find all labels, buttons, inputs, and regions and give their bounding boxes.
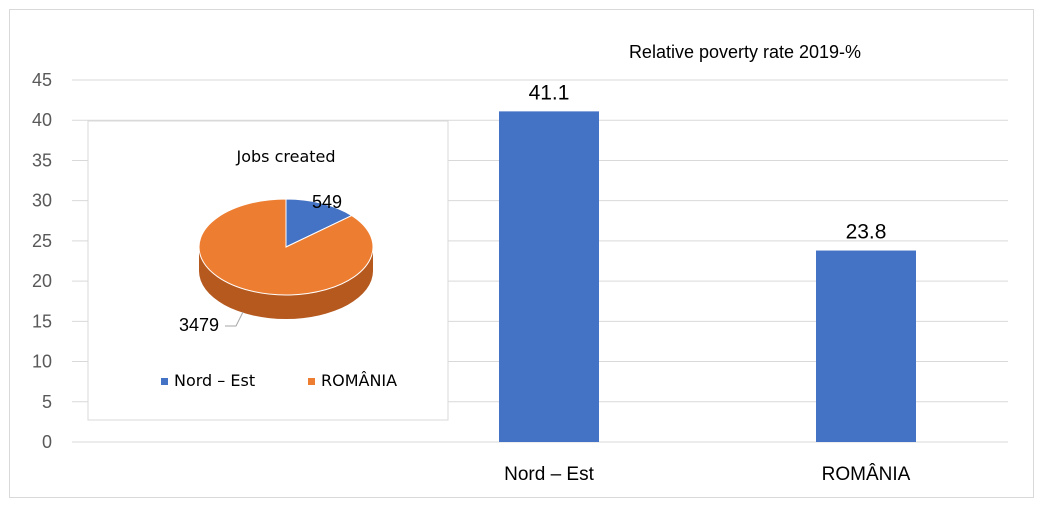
legend-swatch [161,378,168,385]
y-tick-label: 30 [32,191,52,211]
pie-data-label: 3479 [179,315,219,335]
x-category-label: Nord – Est [504,464,594,485]
y-tick-label: 5 [42,392,52,412]
pie-chart: 549 3479 [179,192,374,335]
bars: 41.1 23.8 [499,81,916,442]
bar-data-label: 23.8 [846,221,887,244]
x-category-label: ROMÂNIA [822,463,911,485]
y-tick-label: 15 [32,311,52,331]
bar-chart-title: Relative poverty rate 2019-% [629,42,861,62]
y-tick-label: 35 [32,150,52,170]
pie-slice [285,198,353,248]
legend-label: Nord – Est [174,371,255,390]
y-tick-label: 25 [32,231,52,251]
pie-leader-line [225,311,244,327]
legend-label: ROMÂNIA [321,371,397,390]
legend-swatch [308,378,315,385]
bar [499,111,599,442]
y-tick-label: 40 [32,110,52,130]
y-axis: 0 5 10 15 20 25 30 35 40 45 [32,70,52,452]
pie-legend: Nord – Est ROMÂNIA [161,371,397,390]
x-axis-categories: Nord – Est ROMÂNIA [504,463,911,485]
y-tick-label: 45 [32,70,52,90]
bar-data-label: 41.1 [529,81,570,104]
pie-chart-title: Jobs created [235,147,335,166]
pie-slice-side [199,247,373,319]
y-tick-label: 20 [32,271,52,291]
y-tick-label: 10 [32,352,52,372]
y-tick-label: 0 [42,432,52,452]
bar [816,250,916,442]
pie-data-label: 549 [312,192,342,212]
pie-slice [198,198,374,296]
